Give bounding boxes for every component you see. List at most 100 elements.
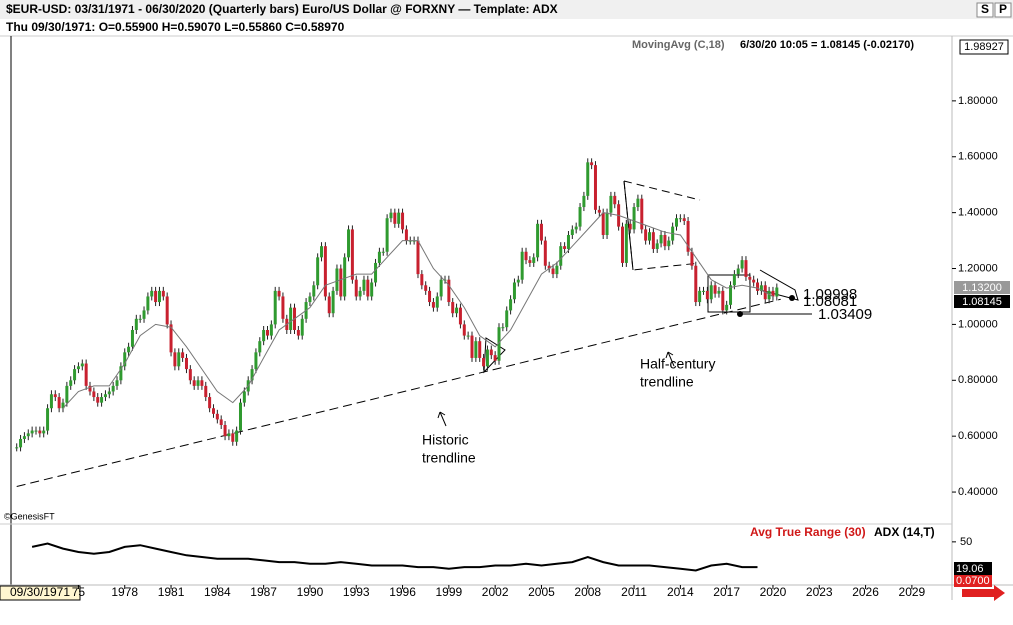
- candle: [219, 419, 223, 425]
- value-box: [954, 575, 992, 587]
- candle: [686, 221, 690, 252]
- ma-price: 1.08145: [962, 296, 1002, 308]
- candle: [721, 290, 725, 311]
- candle: [675, 218, 679, 227]
- candle: [501, 327, 505, 329]
- candle: [663, 234, 667, 247]
- candle: [88, 385, 92, 392]
- candle: [404, 229, 408, 241]
- x-tick-label: 1996: [389, 585, 416, 599]
- candle: [262, 329, 266, 342]
- candle: [613, 195, 617, 205]
- x-tick-label: 2011: [621, 585, 647, 599]
- candle: [308, 296, 312, 303]
- level-label: 1.09998: [803, 286, 857, 303]
- candle: [146, 296, 150, 311]
- candle: [215, 413, 219, 420]
- candle: [428, 290, 432, 303]
- candle: [528, 260, 532, 263]
- candle: [597, 209, 601, 213]
- x-tick-label: 2026: [852, 585, 879, 599]
- x-tick-label: 1999: [436, 585, 463, 599]
- x-tick-label: 2014: [667, 585, 694, 599]
- candle: [605, 212, 609, 235]
- candle: [744, 260, 748, 277]
- candle: [26, 433, 30, 437]
- candle: [34, 430, 38, 432]
- candle: [150, 290, 154, 297]
- y-tick-label: 1.80000: [958, 95, 998, 107]
- candle: [682, 218, 686, 222]
- button-label[interactable]: P: [999, 2, 1007, 16]
- candle: [624, 223, 628, 263]
- candle: [435, 296, 439, 308]
- annotation: Historic: [422, 432, 469, 448]
- info: Thu 09/30/1971: O=0.55900 H=0.59070 L=0.…: [6, 20, 345, 34]
- candle: [678, 218, 682, 220]
- candle: [49, 394, 53, 409]
- candle: [651, 232, 655, 249]
- candle: [655, 243, 659, 249]
- candle: [115, 380, 119, 386]
- button[interactable]: [994, 2, 1012, 18]
- x-tick-label: 1984: [204, 585, 231, 599]
- candle: [327, 296, 331, 314]
- candle: [138, 318, 142, 320]
- candle: [393, 212, 397, 224]
- y-tick-label: 0.80000: [958, 374, 998, 386]
- candle: [462, 324, 466, 336]
- candle: [559, 246, 563, 266]
- title-bar: [0, 0, 1013, 19]
- candle: [111, 385, 115, 392]
- candle: [647, 232, 651, 241]
- button[interactable]: [976, 2, 994, 18]
- candle: [590, 162, 594, 166]
- candle: [130, 329, 134, 347]
- candle: [447, 279, 451, 303]
- candle: [640, 198, 644, 230]
- adx-last: 19.06: [956, 563, 984, 575]
- scroll-arrow[interactable]: [962, 585, 1005, 601]
- candle: [401, 212, 405, 230]
- candle: [69, 380, 73, 386]
- candle: [532, 257, 536, 263]
- candle: [563, 246, 567, 249]
- candle: [188, 369, 192, 381]
- annotation-arrow: [437, 411, 447, 427]
- candle: [385, 218, 389, 252]
- candle: [520, 251, 524, 280]
- candle: [127, 346, 131, 353]
- candle: [134, 318, 138, 330]
- candle: [470, 335, 474, 358]
- x-tick-label: 1987: [250, 585, 277, 599]
- candle: [705, 290, 709, 300]
- candle: [582, 195, 586, 208]
- candle: [566, 234, 570, 249]
- candle: [96, 397, 100, 403]
- candle: [482, 357, 486, 367]
- candle: [570, 229, 574, 235]
- candle: [586, 162, 590, 196]
- candle: [397, 212, 401, 224]
- candle: [76, 366, 80, 370]
- candle: [466, 335, 470, 337]
- candle: [455, 307, 459, 314]
- button-label[interactable]: S: [981, 2, 989, 16]
- candle: [509, 299, 513, 311]
- candle: [702, 290, 706, 292]
- candle: [489, 349, 493, 356]
- candle: [644, 229, 648, 241]
- candle: [57, 397, 61, 409]
- x-tick-label: 2008: [574, 585, 601, 599]
- candle: [601, 212, 605, 235]
- candle: [42, 430, 46, 434]
- indicator-tick-label: 50: [960, 536, 972, 548]
- candle: [154, 290, 158, 303]
- value-box: [954, 562, 992, 575]
- candle: [300, 318, 304, 336]
- candle: [235, 430, 239, 442]
- candle: [709, 285, 713, 300]
- candle: [343, 257, 347, 297]
- candle: [208, 397, 212, 409]
- title: $EUR-USD: 03/31/1971 - 06/30/2020 (Quart…: [6, 2, 558, 16]
